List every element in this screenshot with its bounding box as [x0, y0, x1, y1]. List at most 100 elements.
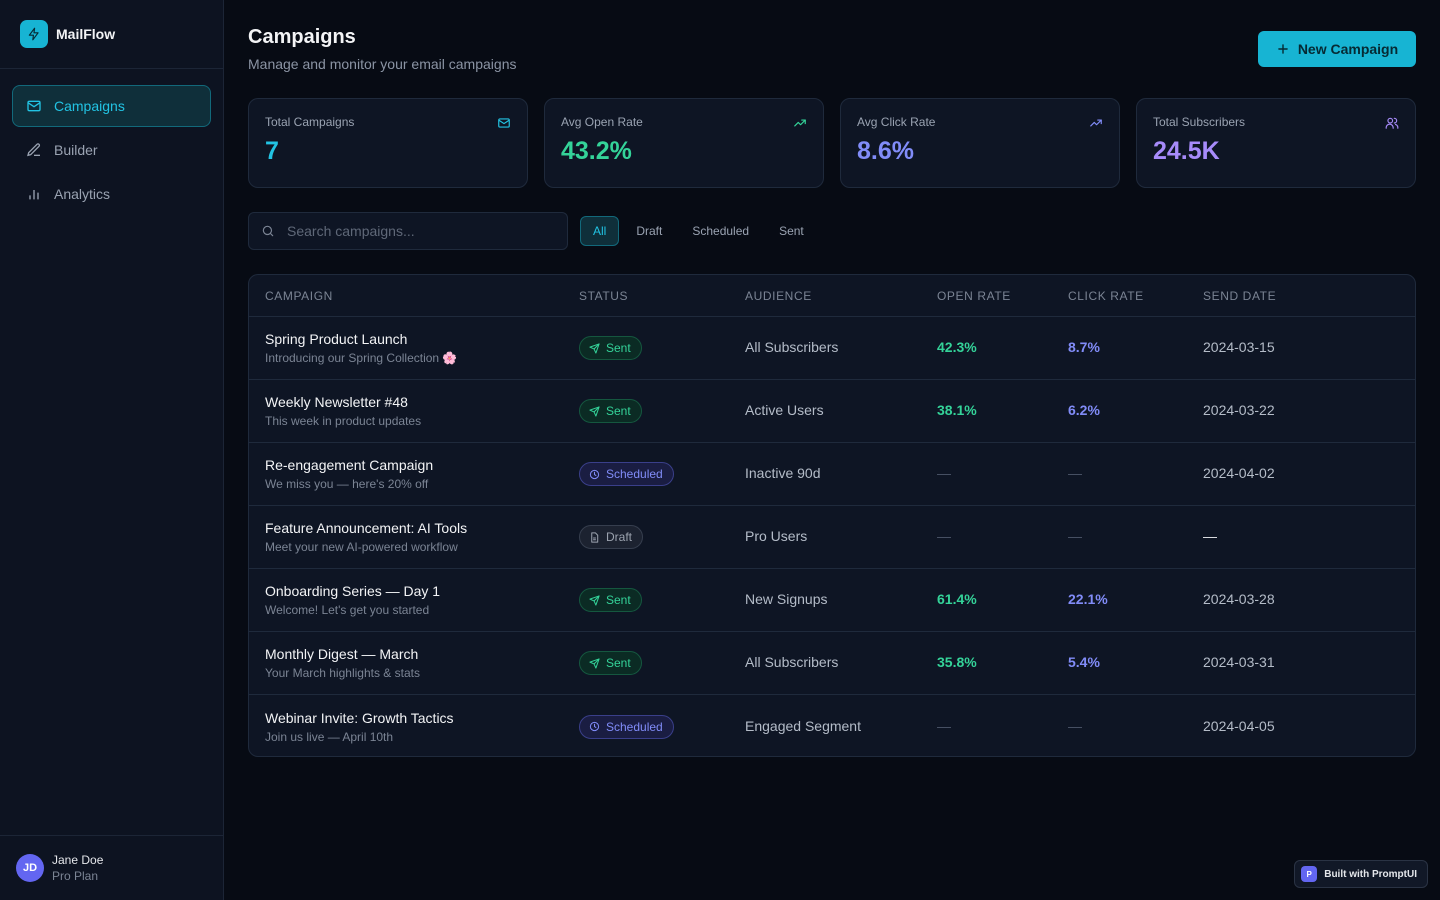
- new-campaign-button[interactable]: New Campaign: [1258, 31, 1416, 67]
- click-rate-value: 5.4%: [1068, 654, 1100, 670]
- sidebar-item-label: Analytics: [54, 186, 111, 202]
- audience-value: New Signups: [745, 591, 828, 607]
- campaign-subtitle: Meet your new AI-powered workflow: [265, 540, 458, 554]
- campaign-subtitle: This week in product updates: [265, 414, 422, 428]
- column-header-audience[interactable]: Audience: [745, 288, 812, 303]
- status-badge: Sent: [579, 336, 642, 360]
- clock-icon: [589, 469, 606, 480]
- stat-value: 43.2%: [561, 137, 632, 165]
- audience-value: Active Users: [745, 402, 824, 418]
- stat-card-avg-click-rate: Avg Click Rate 8.6%: [840, 98, 1120, 188]
- campaigns-table: Campaign Status Audience Open Rate Click…: [248, 274, 1416, 757]
- table-body: Spring Product Launch Introducing our Sp…: [249, 317, 1415, 756]
- send-date-value: 2024-03-15: [1203, 339, 1275, 355]
- mail-icon: [497, 116, 511, 135]
- click-rate-value: 22.1%: [1068, 591, 1108, 607]
- campaign-name[interactable]: Spring Product Launch: [265, 331, 408, 347]
- table-row[interactable]: Spring Product Launch Introducing our Sp…: [249, 317, 1415, 380]
- campaign-subtitle: Introducing our Spring Collection 🌸: [265, 351, 458, 365]
- click-rate-value: —: [1068, 465, 1082, 481]
- audience-value: Pro Users: [745, 528, 808, 544]
- send-date-value: 2024-04-05: [1203, 717, 1275, 734]
- status-label: Sent: [606, 593, 631, 607]
- campaign-subtitle: Your March highlights & stats: [265, 666, 420, 680]
- open-rate-value: 42.3%: [937, 339, 977, 355]
- status-badge: Scheduled: [579, 462, 674, 486]
- column-header-open-rate[interactable]: Open Rate: [937, 288, 1011, 303]
- column-header-campaign[interactable]: Campaign: [265, 288, 333, 303]
- avatar: JD: [16, 854, 44, 882]
- send-date-value: —: [1203, 528, 1217, 544]
- campaign-name[interactable]: Onboarding Series — Day 1: [265, 583, 441, 599]
- open-rate-value: 38.1%: [937, 402, 977, 418]
- status-label: Sent: [606, 341, 631, 355]
- user-plan: Pro Plan: [52, 869, 99, 883]
- table-row[interactable]: Webinar Invite: Growth Tactics Join us l…: [249, 695, 1415, 756]
- brand[interactable]: MailFlow: [0, 0, 223, 69]
- table-header: Campaign Status Audience Open Rate Click…: [249, 275, 1415, 317]
- sidebar-item-campaigns[interactable]: Campaigns: [12, 85, 211, 127]
- status-label: Scheduled: [606, 467, 663, 481]
- status-label: Scheduled: [606, 719, 663, 734]
- open-rate-value: 61.4%: [937, 591, 977, 607]
- stat-card-total-subscribers: Total Subscribers 24.5K: [1136, 98, 1416, 188]
- audience-value: Engaged Segment: [745, 717, 861, 734]
- bar-chart-icon: [26, 186, 54, 202]
- column-header-click-rate[interactable]: Click Rate: [1068, 288, 1144, 303]
- send-date-value: 2024-04-02: [1203, 465, 1275, 481]
- user-profile[interactable]: JD Jane Doe Pro Plan: [0, 835, 223, 900]
- audience-value: All Subscribers: [745, 339, 839, 355]
- campaign-name[interactable]: Monthly Digest — March: [265, 646, 419, 662]
- filter-sent[interactable]: Sent: [766, 216, 817, 246]
- send-icon: [589, 342, 606, 354]
- sidebar-item-builder[interactable]: Builder: [12, 129, 211, 171]
- sidebar-nav: Campaigns Builder Analytics: [0, 69, 223, 233]
- status-badge: Draft: [579, 525, 644, 549]
- audience-value: All Subscribers: [745, 654, 839, 670]
- campaign-subtitle: Join us live — April 10th: [265, 729, 394, 744]
- campaign-name[interactable]: Webinar Invite: Growth Tactics: [265, 709, 454, 726]
- filter-scheduled[interactable]: Scheduled: [679, 216, 762, 246]
- click-rate-value: 8.7%: [1068, 339, 1100, 355]
- stat-label: Avg Open Rate: [561, 115, 643, 129]
- filter-draft[interactable]: Draft: [623, 216, 675, 246]
- click-rate-value: —: [1068, 717, 1082, 734]
- send-icon: [589, 405, 606, 417]
- stat-card-avg-open-rate: Avg Open Rate 43.2%: [544, 98, 824, 188]
- user-name: Jane Doe: [52, 853, 104, 867]
- sidebar-item-label: Builder: [54, 142, 98, 158]
- pencil-icon: [26, 142, 54, 158]
- table-row[interactable]: Onboarding Series — Day 1 Welcome! Let's…: [249, 569, 1415, 632]
- click-rate-value: —: [1068, 528, 1082, 544]
- status-badge: Sent: [579, 588, 642, 612]
- trending-up-icon: [793, 116, 807, 135]
- new-campaign-label: New Campaign: [1297, 41, 1399, 57]
- toolbar: All Draft Scheduled Sent: [248, 212, 1416, 250]
- search-input[interactable]: [287, 223, 547, 239]
- campaign-name[interactable]: Re-engagement Campaign: [265, 457, 434, 473]
- app-name: MailFlow: [56, 26, 116, 42]
- send-icon: [589, 657, 606, 669]
- built-with-badge[interactable]: P Built with PromptUI: [1294, 860, 1428, 888]
- send-icon: [589, 594, 606, 606]
- open-rate-value: —: [937, 528, 951, 544]
- stat-label: Total Campaigns: [265, 115, 355, 129]
- table-row[interactable]: Monthly Digest — March Your March highli…: [249, 632, 1415, 695]
- table-row[interactable]: Weekly Newsletter #48 This week in produ…: [249, 380, 1415, 443]
- sidebar: MailFlow Campaigns Builder Analytics JD …: [0, 0, 224, 900]
- table-row[interactable]: Re-engagement Campaign We miss you — her…: [249, 443, 1415, 506]
- stat-value: 24.5K: [1153, 137, 1220, 165]
- column-header-send-date[interactable]: Send Date: [1203, 288, 1277, 303]
- filter-all[interactable]: All: [580, 216, 620, 246]
- trending-up-icon: [1089, 116, 1103, 135]
- column-header-status[interactable]: Status: [579, 288, 629, 303]
- open-rate-value: —: [937, 717, 951, 734]
- sidebar-item-analytics[interactable]: Analytics: [12, 173, 211, 215]
- campaign-name[interactable]: Weekly Newsletter #48: [265, 394, 408, 410]
- status-filters: All Draft Scheduled Sent: [580, 216, 817, 246]
- table-row[interactable]: Feature Announcement: AI Tools Meet your…: [249, 506, 1415, 569]
- search-box[interactable]: [248, 212, 568, 250]
- campaign-name[interactable]: Feature Announcement: AI Tools: [265, 520, 468, 536]
- bolt-icon: [20, 20, 48, 48]
- page-title: Campaigns: [248, 26, 356, 48]
